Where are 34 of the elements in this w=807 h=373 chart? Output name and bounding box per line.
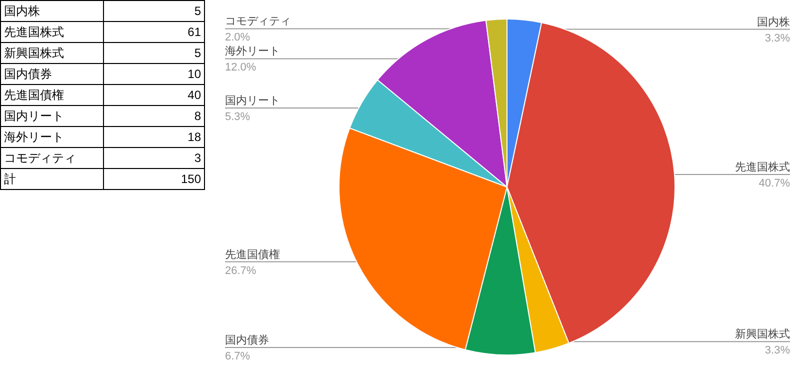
data-label: 5.3%: [225, 111, 250, 124]
data-label: 3.3%: [764, 32, 790, 44]
data-label: 12.0%: [225, 62, 256, 74]
category-label: 先進国債権: [4, 88, 64, 102]
text: 10: [104, 64, 204, 84]
slice-label: 先進国株式: [735, 160, 790, 174]
text: 計: [0, 168, 104, 190]
category-label: 先進国株式: [4, 24, 64, 38]
data-label: 3.3%: [764, 344, 790, 357]
slice-label: 新興国株式: [735, 328, 790, 341]
text: 18: [104, 126, 204, 148]
text: 8: [104, 106, 204, 126]
category-label: 海外リート: [4, 130, 64, 144]
slice-label: 先進国債権: [225, 248, 280, 261]
text: 5: [104, 42, 204, 64]
text: 61: [104, 22, 204, 42]
data-label: 40.7%: [758, 177, 790, 190]
category-label: 国内株: [4, 4, 40, 18]
text: 5: [104, 0, 204, 22]
slice-label: 国内リート: [225, 94, 280, 108]
data-label: 2.0%: [225, 32, 250, 44]
category-label: 国内債券: [4, 66, 52, 80]
slice-label: 海外リート: [225, 46, 280, 58]
data-label: 26.7%: [225, 264, 256, 277]
category-label: コモディティ: [4, 150, 76, 164]
slice-label: 国内債券: [225, 333, 269, 346]
category-label: 新興国株式: [4, 46, 64, 60]
slice-label: コモディティ: [225, 16, 291, 28]
slice-label: 国内株: [757, 15, 790, 28]
text: 40: [104, 84, 204, 106]
category-label: 国内リート: [4, 108, 64, 122]
text: 3: [104, 148, 204, 168]
text: 150: [104, 168, 204, 190]
data-label: 6.7%: [225, 350, 250, 362]
